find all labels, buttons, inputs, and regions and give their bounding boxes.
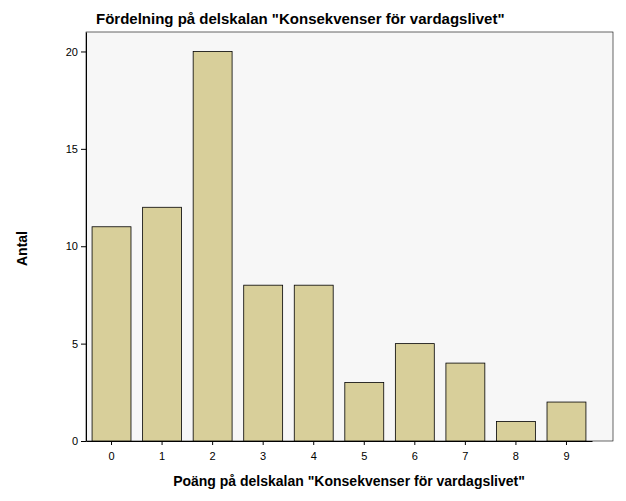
x-tick: 5 <box>361 441 367 462</box>
x-tick: 3 <box>260 441 266 462</box>
x-tick: 9 <box>563 441 569 462</box>
y-tick-mark <box>81 441 86 442</box>
x-tick-label: 7 <box>462 450 468 462</box>
bar <box>496 422 535 441</box>
bars <box>92 51 586 441</box>
y-tick: 0 <box>72 435 86 447</box>
x-tick-label: 4 <box>311 450 317 462</box>
y-tick-label: 10 <box>66 240 78 252</box>
y-tick: 5 <box>72 338 86 350</box>
bar <box>345 383 384 441</box>
x-tick: 7 <box>462 441 468 462</box>
plot-background <box>86 32 613 441</box>
y-axis-line <box>86 33 87 442</box>
x-tick-label: 8 <box>513 450 519 462</box>
x-tick-label: 5 <box>361 450 367 462</box>
x-tick: 6 <box>412 441 418 462</box>
x-tick-mark <box>212 441 213 445</box>
y-tick-mark <box>81 246 86 247</box>
x-tick: 2 <box>210 441 216 462</box>
x-tick-label: 6 <box>412 450 418 462</box>
x-tick-mark <box>566 441 567 445</box>
title: Fördelning på delskalan "Konsekvenser fö… <box>96 10 505 27</box>
bar <box>547 402 586 441</box>
bar <box>446 363 485 441</box>
bar <box>294 285 333 441</box>
x-tick: 1 <box>159 441 165 462</box>
chart-svg: 0 5 10 15 20 0 1 2 3 4 5 6 7 8 9 Fördelning på delskala… <box>0 0 626 501</box>
x-tick-mark <box>414 441 415 445</box>
x-tick-mark <box>162 441 163 445</box>
x-tick: 4 <box>311 441 317 462</box>
chart-container: 0 5 10 15 20 0 1 2 3 4 5 6 7 8 9 Fördelning på delskala… <box>0 0 626 501</box>
x-tick-label: 0 <box>108 450 114 462</box>
x-tick-label: 9 <box>563 450 569 462</box>
y-axis: 0 5 10 15 20 <box>66 33 87 448</box>
x-tick-mark <box>364 441 365 445</box>
x-tick-mark <box>313 441 314 445</box>
y-tick: 20 <box>66 45 86 57</box>
x-tick-mark <box>111 441 112 445</box>
y-tick-label: 20 <box>66 45 78 57</box>
x-tick-label: 2 <box>210 450 216 462</box>
y-tick-mark <box>81 51 86 52</box>
x-tick-mark <box>515 441 516 445</box>
x-axis-title: Poäng på delskalan "Konsekvenser för var… <box>173 473 525 489</box>
x-tick-label: 1 <box>159 450 165 462</box>
y-tick-mark <box>81 149 86 150</box>
y-tick: 15 <box>66 143 86 155</box>
y-tick-label: 15 <box>66 143 78 155</box>
bar <box>92 227 131 441</box>
y-axis-title: Antal <box>14 231 30 266</box>
y-tick-mark <box>81 344 86 345</box>
x-tick: 8 <box>513 441 519 462</box>
x-axis: 0 1 2 3 4 5 6 7 8 9 <box>87 441 593 462</box>
y-tick: 10 <box>66 240 86 252</box>
bar <box>395 344 434 441</box>
x-tick-label: 3 <box>260 450 266 462</box>
x-tick-mark <box>263 441 264 445</box>
bar <box>244 285 283 441</box>
x-tick: 0 <box>108 441 114 462</box>
x-tick-mark <box>465 441 466 445</box>
bar <box>143 207 182 441</box>
y-tick-label: 0 <box>72 435 78 447</box>
y-tick-label: 5 <box>72 338 78 350</box>
bar <box>193 51 232 441</box>
